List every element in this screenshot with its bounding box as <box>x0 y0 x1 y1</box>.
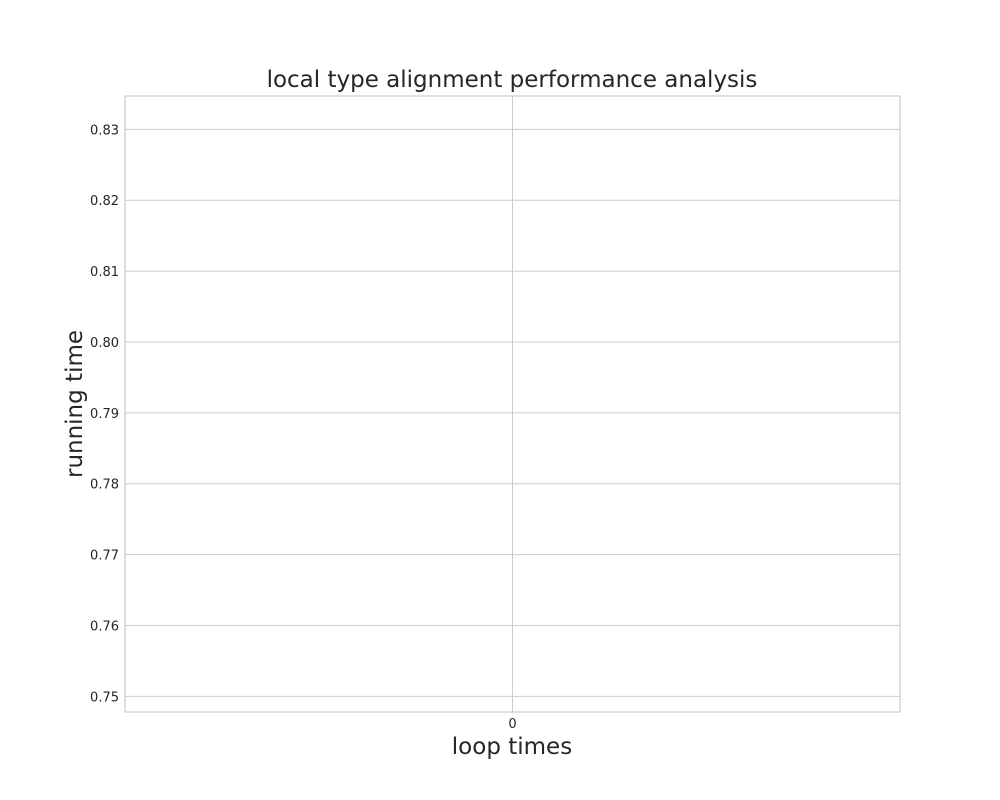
chart-title: local type alignment performance analysi… <box>267 67 758 93</box>
y-tick-label: 0.77 <box>90 549 119 564</box>
x-axis-label: loop times <box>452 734 572 760</box>
y-tick-label: 0.82 <box>90 194 119 209</box>
y-tick-label: 0.80 <box>90 336 119 351</box>
y-tick-label: 0.79 <box>90 407 119 422</box>
y-tick-label: 0.81 <box>90 265 119 280</box>
y-tick-labels: 0.75 0.76 0.77 0.78 0.79 0.80 0.81 0.82 0.83 <box>90 123 119 705</box>
y-tick-label: 0.76 <box>90 620 119 635</box>
x-tick-labels: 0 <box>508 717 516 732</box>
y-axis-label: running time <box>62 330 88 478</box>
y-tick-label: 0.75 <box>90 690 119 705</box>
y-tick-label: 0.78 <box>90 478 119 493</box>
y-tick-label: 0.83 <box>90 123 119 138</box>
x-tick-label: 0 <box>508 717 516 732</box>
